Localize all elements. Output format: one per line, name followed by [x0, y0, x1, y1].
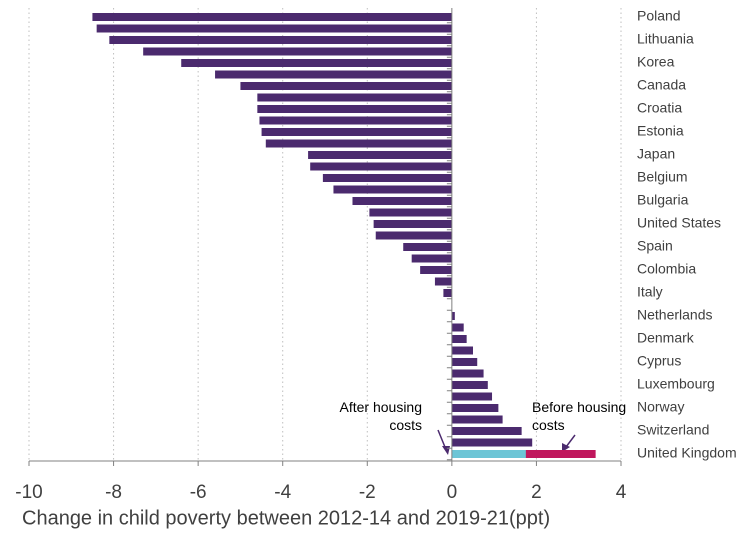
bar: [434, 277, 452, 286]
bar: [257, 93, 452, 102]
annotation: Before housing costs: [532, 399, 627, 433]
y-tick-label: Japan: [637, 146, 675, 162]
x-tick-label: -2: [359, 482, 376, 503]
y-tick-label: Spain: [637, 238, 673, 254]
bar: [403, 243, 452, 251]
bar: [265, 139, 452, 148]
bar: [451, 392, 493, 401]
y-tick-label: Belgium: [637, 169, 688, 185]
bar: [92, 13, 452, 21]
y-tick-label: United Kingdom: [637, 445, 737, 461]
x-tick-label: 4: [616, 482, 627, 503]
bar: [451, 323, 464, 332]
bar: [352, 197, 452, 205]
arrow-head: [562, 443, 570, 452]
y-tick-label: Canada: [637, 77, 686, 93]
y-tick-label: Cyprus: [637, 353, 681, 369]
bar: [420, 266, 452, 274]
y-tick-label: Norway: [637, 399, 684, 415]
y-tick-label: Netherlands: [637, 307, 713, 323]
y-tick-label: Korea: [637, 54, 675, 70]
bar: [411, 254, 452, 263]
y-tick-label: Poland: [637, 8, 681, 24]
bar: [310, 162, 452, 171]
bar: [451, 427, 522, 435]
arrow: [565, 434, 576, 448]
x-tick-label: -8: [105, 482, 122, 503]
bar: [451, 312, 455, 320]
bar: [143, 47, 452, 56]
y-tick-label: Estonia: [637, 123, 684, 139]
bar: [451, 358, 478, 366]
y-tick-label: Bulgaria: [637, 192, 689, 208]
x-tick-label: -4: [274, 482, 291, 503]
y-tick-label: Lithuania: [637, 31, 694, 47]
bar: [451, 369, 484, 378]
x-tick-label: -10: [15, 482, 42, 503]
bar: [373, 220, 452, 228]
bar: [96, 24, 452, 33]
annotation: After housing costs: [339, 399, 423, 433]
bar: [333, 185, 452, 194]
y-tick-label: Italy: [637, 284, 663, 300]
bar: [443, 289, 452, 297]
bar: [451, 335, 467, 343]
y-tick-label: United States: [637, 215, 721, 231]
y-tick-label: Colombia: [637, 261, 696, 277]
x-tick-label: -6: [190, 482, 207, 503]
y-tick-label: Switzerland: [637, 422, 709, 438]
bar: [451, 415, 503, 424]
bar: [451, 438, 533, 447]
x-tick-label: 2: [531, 482, 542, 503]
bar: [240, 82, 452, 90]
y-tick-label: Croatia: [637, 100, 682, 116]
bar: [261, 128, 452, 136]
bar: [215, 70, 452, 79]
y-tick-label: Luxembourg: [637, 376, 715, 392]
bar: [181, 59, 452, 67]
bar: [369, 208, 452, 217]
bar: [259, 116, 452, 125]
bar: [451, 381, 488, 389]
bar: [308, 151, 452, 159]
x-tick-label: 0: [447, 482, 458, 503]
x-axis-title: Change in child poverty between 2012-14 …: [22, 507, 550, 529]
bar: [451, 404, 499, 412]
bar: [451, 346, 473, 355]
bar: [322, 174, 452, 182]
bar: [257, 105, 452, 113]
bar: [109, 36, 452, 44]
bar: [375, 231, 452, 240]
bar: [451, 450, 526, 458]
arrow-head: [442, 446, 450, 455]
y-tick-label: Denmark: [637, 330, 695, 346]
